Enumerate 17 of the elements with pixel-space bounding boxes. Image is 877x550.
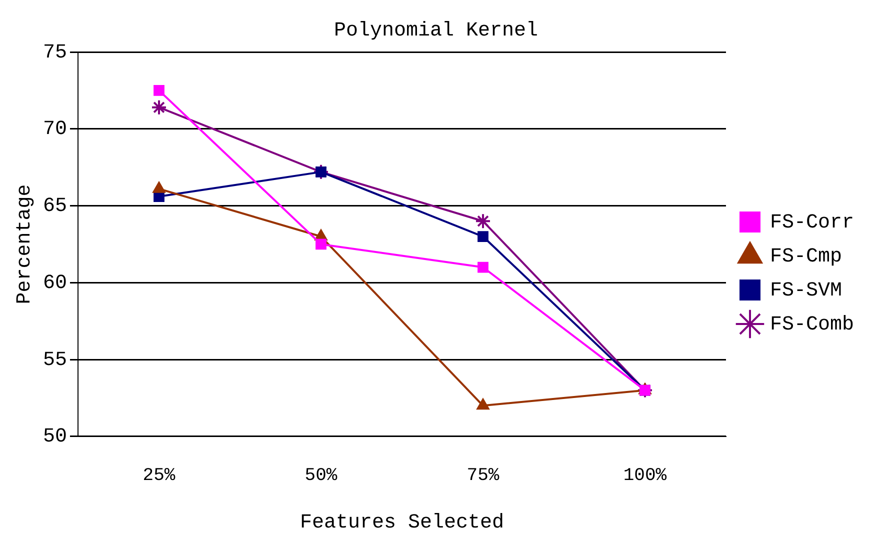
legend-label: FS-SVM: [770, 279, 842, 302]
y-tick-label: 50: [42, 426, 68, 449]
y-tick-label: 75: [42, 41, 68, 64]
legend-label: FS-Corr: [770, 211, 854, 234]
x-tick-label: 50%: [304, 466, 338, 486]
chart-title: Polynomial Kernel: [334, 19, 538, 42]
legend-label: FS-Comb: [770, 313, 854, 336]
x-tick-label: 75%: [466, 466, 500, 486]
y-tick-label: 60: [42, 272, 68, 295]
y-axis-title: Percentage: [13, 184, 36, 304]
y-tick-label: 70: [42, 118, 68, 142]
x-tick-label: 25%: [142, 466, 176, 486]
x-axis-title: Features Selected: [300, 511, 504, 534]
y-tick-label: 65: [42, 195, 68, 218]
y-tick-label: 55: [42, 348, 68, 372]
x-tick-label: 100%: [623, 466, 667, 486]
legend-label: FS-Cmp: [770, 245, 842, 268]
